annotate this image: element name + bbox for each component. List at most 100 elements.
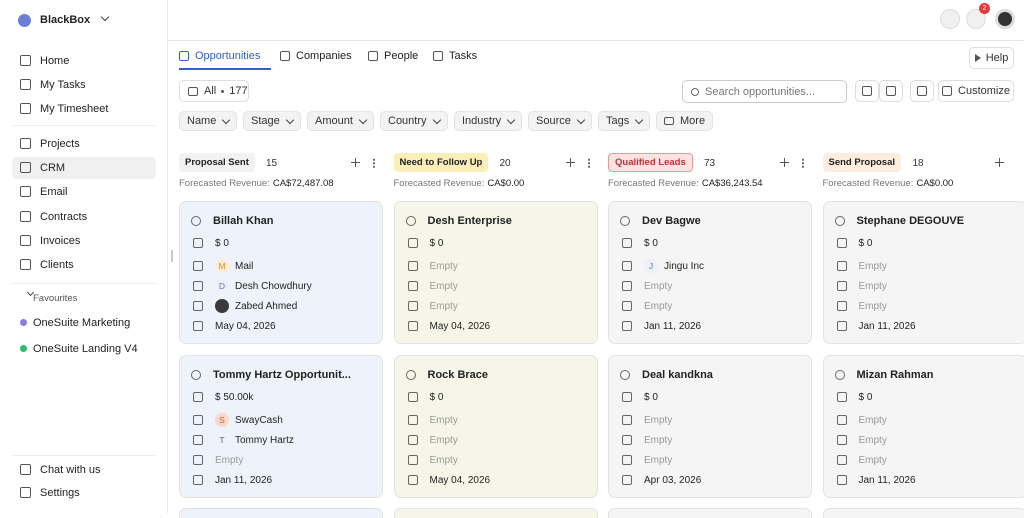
nav-item[interactable]: Invoices	[12, 230, 156, 252]
menu-dots[interactable]	[373, 158, 375, 168]
filter-button[interactable]: Industry	[454, 111, 522, 131]
date-icon	[837, 321, 847, 331]
tab[interactable]: Tasks	[433, 50, 477, 62]
amount-row: $ 0	[837, 236, 873, 250]
tab-icon	[280, 51, 290, 61]
user-avatar[interactable]	[995, 9, 1015, 29]
date-value: May 04, 2026	[430, 321, 491, 332]
revenue-value: CA$0.00	[487, 178, 524, 189]
nav-item[interactable]: Home	[12, 50, 156, 72]
nav-item[interactable]: Contracts	[12, 206, 156, 228]
filter-label: Name	[187, 115, 216, 127]
nav-label: My Timesheet	[40, 103, 108, 115]
next-card	[394, 508, 598, 518]
separator	[12, 455, 156, 456]
workspace-name[interactable]: BlackBox	[40, 14, 90, 26]
nav-item[interactable]: My Timesheet	[12, 98, 156, 120]
filter-button[interactable]: Name	[179, 111, 237, 131]
card-icon	[406, 216, 416, 226]
view-button[interactable]	[879, 80, 903, 102]
filter-label: Source	[536, 115, 571, 127]
tab[interactable]: Companies	[280, 50, 352, 62]
card-header: Billah Khan	[191, 214, 274, 228]
date-icon	[193, 321, 203, 331]
help-label: Help	[986, 52, 1009, 64]
filter-button[interactable]: Source	[528, 111, 592, 131]
nav-item[interactable]: My Tasks	[12, 74, 156, 96]
bullet	[221, 90, 224, 93]
date-row: May 04, 2026	[193, 319, 276, 333]
view-icon	[886, 86, 896, 96]
date-row: Jan 11, 2026	[193, 473, 272, 487]
owner-icon	[837, 301, 847, 311]
column-title: Need to Follow Up	[394, 153, 489, 172]
contact-row: Empty	[622, 433, 672, 447]
play-button[interactable]	[940, 9, 960, 29]
notification-badge: 2	[979, 3, 990, 14]
company-icon	[837, 261, 847, 271]
owner-row: Empty	[408, 299, 458, 313]
menu-dots[interactable]	[588, 158, 590, 168]
company-row: Empty	[837, 259, 887, 273]
view-button[interactable]	[910, 80, 934, 102]
date-row: May 04, 2026	[408, 319, 491, 333]
nav-label: Invoices	[40, 235, 80, 247]
card-name: Desh Enterprise	[428, 215, 512, 227]
filter-button[interactable]: Country	[380, 111, 448, 131]
filter-button[interactable]: More	[656, 111, 713, 131]
date-value: Jan 11, 2026	[215, 475, 272, 486]
view-icon	[917, 86, 927, 96]
card-header: Dev Bagwe	[620, 214, 701, 228]
column-title: Send Proposal	[823, 153, 902, 172]
view-button[interactable]	[855, 80, 879, 102]
filter-button[interactable]: Amount	[307, 111, 374, 131]
tab[interactable]: Opportunities	[179, 50, 260, 62]
filter-button[interactable]: Tags	[598, 111, 650, 131]
favourite-item[interactable]: OneSuite Landing V4	[33, 343, 138, 355]
company-value: Empty	[644, 415, 672, 426]
amount-icon	[622, 238, 632, 248]
company-avatar: S	[215, 413, 229, 427]
favourite-item[interactable]: OneSuite Marketing	[33, 317, 130, 329]
card-icon	[191, 370, 201, 380]
card-icon	[835, 370, 845, 380]
nav-item[interactable]: Projects	[12, 133, 156, 155]
customize-button[interactable]: Customize	[938, 80, 1014, 102]
date-value: Jan 11, 2026	[859, 321, 916, 332]
menu-dots[interactable]	[802, 158, 804, 168]
amount-row: $ 0	[622, 236, 658, 250]
search-input[interactable]: Search opportunities...	[682, 80, 847, 103]
amount-value: $ 0	[859, 392, 873, 403]
nav-item[interactable]: CRM	[12, 157, 156, 179]
owner-icon	[837, 455, 847, 465]
nav-item[interactable]: Clients	[12, 254, 156, 276]
search-placeholder: Search opportunities...	[705, 86, 815, 98]
help-button[interactable]: Help	[969, 47, 1014, 69]
date-value: Jan 11, 2026	[859, 475, 916, 486]
revenue-label: Forecasted Revenue:	[394, 178, 485, 189]
card-header: Tommy Hartz Opportunit...	[191, 368, 351, 382]
nav-label: My Tasks	[40, 79, 86, 91]
customize-label: Customize	[958, 85, 1010, 97]
footer-item[interactable]: Settings	[12, 482, 156, 504]
filter-chevron	[222, 115, 230, 123]
tab[interactable]: People	[368, 50, 418, 62]
nav-item[interactable]: Email	[12, 181, 156, 203]
filter-button[interactable]: Stage	[243, 111, 301, 131]
owner-icon	[193, 301, 203, 311]
footer-item[interactable]: Chat with us	[12, 459, 156, 481]
favourite-dot	[20, 345, 27, 352]
revenue-row: Forecasted Revenue:CA$0.00	[823, 178, 954, 189]
contact-row: Empty	[622, 279, 672, 293]
